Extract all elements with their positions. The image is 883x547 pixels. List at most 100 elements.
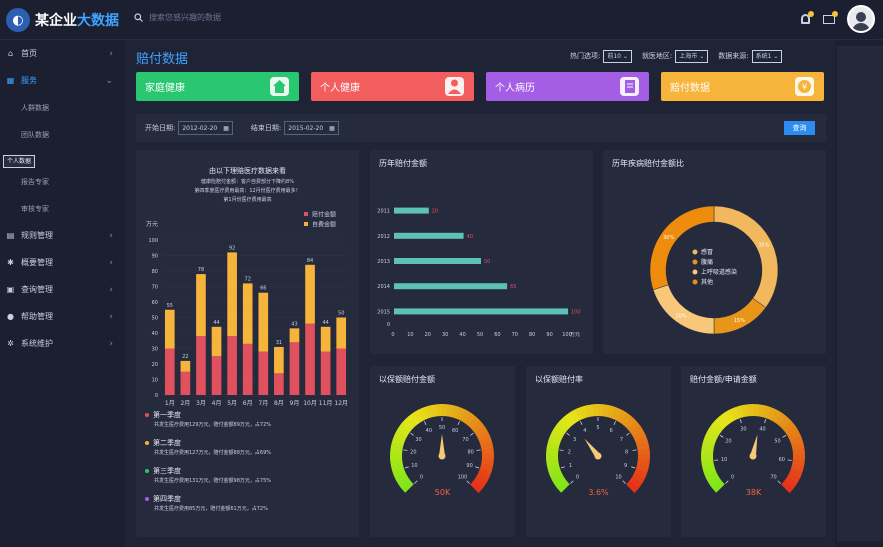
gauge-panel-3: 赔付金额/申请金额 0 10 20 30 40 50 60 70 38K (681, 366, 826, 537)
gauge-tick (470, 432, 474, 436)
sidebar-item-home[interactable]: ⌂ 首页 › (7, 48, 113, 59)
category-claims-data[interactable]: 赔付数据 ¥ (661, 72, 824, 101)
gauge-tick-label: 10 (411, 463, 417, 469)
gauge-tick-label: 70 (462, 437, 468, 443)
x-tick-label: 5月 (227, 400, 237, 407)
legend-label: 感冒 (701, 248, 713, 256)
gauge-arc-segment (464, 412, 477, 426)
notification-bell-icon[interactable] (799, 11, 814, 25)
bar-self (274, 346, 284, 374)
y-tick-label: 40 (152, 331, 158, 337)
sidebar-sub-report-expert[interactable]: 报告专家 (21, 177, 49, 186)
logo[interactable]: ◐ 某企业大数据 (6, 8, 119, 32)
category-personal-record[interactable]: 个人病历 (486, 72, 649, 101)
filter-source-select[interactable]: 系统1 ⌄ (751, 50, 783, 63)
sidebar-item-system[interactable]: ✲ 系统维护 › (7, 338, 113, 349)
gauge-tick-label: 6 (610, 428, 613, 434)
gauge-arc-segment (786, 472, 801, 484)
logo-icon: ◐ (6, 8, 30, 32)
sidebar-sub-crowd-data[interactable]: 人群数据 (21, 103, 49, 112)
sidebar-sub-team-data[interactable]: 团队数据 (21, 130, 49, 139)
gauge-tick-label: 2 (568, 449, 571, 455)
quarter-2-label: 第二季度 (145, 438, 181, 448)
search-input[interactable]: 搜索您感兴趣的数据 (149, 13, 221, 22)
filter-region: 就医地区: 上海市 ⌄ (642, 50, 709, 63)
x-tick-label: 9月 (290, 400, 300, 407)
x-tick-label: 12月 (334, 400, 348, 407)
query-button[interactable]: 查询 (784, 121, 815, 135)
notebook-icon (620, 77, 639, 96)
x-tick-label: 90 (546, 332, 552, 338)
gauge-arc-segment (564, 412, 577, 426)
svg-text:¥: ¥ (802, 83, 807, 92)
gauge-arc-segment (762, 405, 772, 419)
gauge-tick-label: 5 (596, 425, 599, 431)
legend-label-self: 自费金额 (312, 221, 336, 229)
gauge-tick-label: 9 (624, 463, 627, 469)
bar-paid (164, 348, 175, 395)
search-bar[interactable]: 搜索您感兴趣的数据 (134, 12, 221, 23)
mail-icon[interactable] (823, 11, 838, 25)
quarter-1-label: 第一季度 (145, 410, 181, 420)
history-bar (394, 232, 464, 239)
gauge-arc-segment (627, 420, 641, 433)
gauge-arc-segment (703, 468, 717, 478)
filter-popular-select[interactable]: 前10 ⌄ (603, 50, 632, 63)
chevron-right-icon: › (109, 230, 113, 241)
calendar-icon[interactable]: ▦ (223, 124, 229, 132)
gauge-tick (560, 466, 565, 469)
y-tick-label: 2011 (377, 209, 390, 215)
category-family-health[interactable]: 家庭健康 (136, 72, 299, 101)
gauge-needle-hub (438, 452, 446, 460)
grid-icon: ▦ (6, 76, 15, 85)
gauge-tick-label: 50 (439, 425, 445, 431)
category-personal-health[interactable]: 个人健康 (311, 72, 474, 101)
avatar[interactable] (847, 5, 875, 33)
sidebar-item-summary[interactable]: ✱ 概要管理 › (7, 257, 113, 268)
calendar-icon[interactable]: ▦ (329, 124, 335, 132)
gauge-arc-segment (470, 480, 483, 494)
gauge-arc-segment (473, 476, 487, 489)
end-date-input[interactable]: 2015-02-20 ▦ (284, 121, 339, 135)
sidebar-sub-review-expert[interactable]: 审核专家 (21, 204, 49, 213)
search-icon[interactable] (134, 13, 143, 22)
gauge-arc-segment (707, 425, 721, 437)
bar-total-label: 22 (182, 354, 188, 360)
gauge-panel-2: 以保额赔付率 0 1 2 3 4 5 6 7 8 9 10 3.6% (526, 366, 671, 537)
sidebar-sub-personal-data[interactable]: 个人数据 (3, 155, 36, 168)
gauge-arc-segment (771, 409, 783, 423)
history-bar (394, 258, 481, 264)
filter-bar: 热门选项: 前10 ⌄ 就医地区: 上海市 ⌄ 数据来源: 系统1 ⌄ (570, 50, 783, 63)
gauge-arc-segment (476, 430, 491, 441)
sidebar-item-rules[interactable]: ▤ 规则管理 › (6, 230, 113, 241)
quarter-3-label: 第三季度 (145, 466, 181, 476)
legend-swatch-self (304, 222, 308, 226)
sidebar-item-service[interactable]: ▦ 服务 ⌄ (6, 75, 113, 86)
sidebar-item-help[interactable]: ● 帮助管理 › (7, 311, 113, 322)
gauge-tick (764, 419, 767, 424)
bar-total-label: 92 (229, 245, 235, 251)
gauge-tick (739, 419, 742, 424)
monthly-claims-panel: 由以下理赔医疗数据来看 健康险赔付金额：客户自费部分下降约8% 第四季度医疗费用… (136, 150, 359, 537)
x-axis-unit: 万元 (570, 332, 580, 338)
legend-swatch-paid (304, 212, 308, 216)
bar-paid (258, 351, 269, 395)
chevron-right-icon: › (109, 284, 113, 295)
start-date-input[interactable]: 2012-02-20 ▦ (178, 121, 233, 135)
gauge-arc-segment (637, 453, 650, 461)
gauge-arc-segment (753, 404, 760, 417)
gauge-tick-label: 40 (759, 427, 765, 433)
gauge-arc-segment (446, 404, 455, 418)
history-bar-chart: 2011 20 2012 40 2013 50 2014 65 2015 100 00 10 20 30 4… (377, 207, 581, 338)
gauge-needle-hub (594, 452, 602, 460)
gauge-arc-segment (607, 405, 617, 419)
sidebar-item-query[interactable]: ▣ 查询管理 › (6, 284, 113, 295)
donut-slice-label: 15% (734, 318, 745, 324)
bar-paid (227, 336, 237, 395)
bar-self (258, 292, 269, 352)
gauge-arc-segment (702, 435, 717, 446)
gauge-tick-label: 70 (770, 475, 776, 481)
filter-region-select[interactable]: 上海市 ⌄ (675, 50, 709, 63)
gauge-arc-segment (392, 468, 406, 478)
